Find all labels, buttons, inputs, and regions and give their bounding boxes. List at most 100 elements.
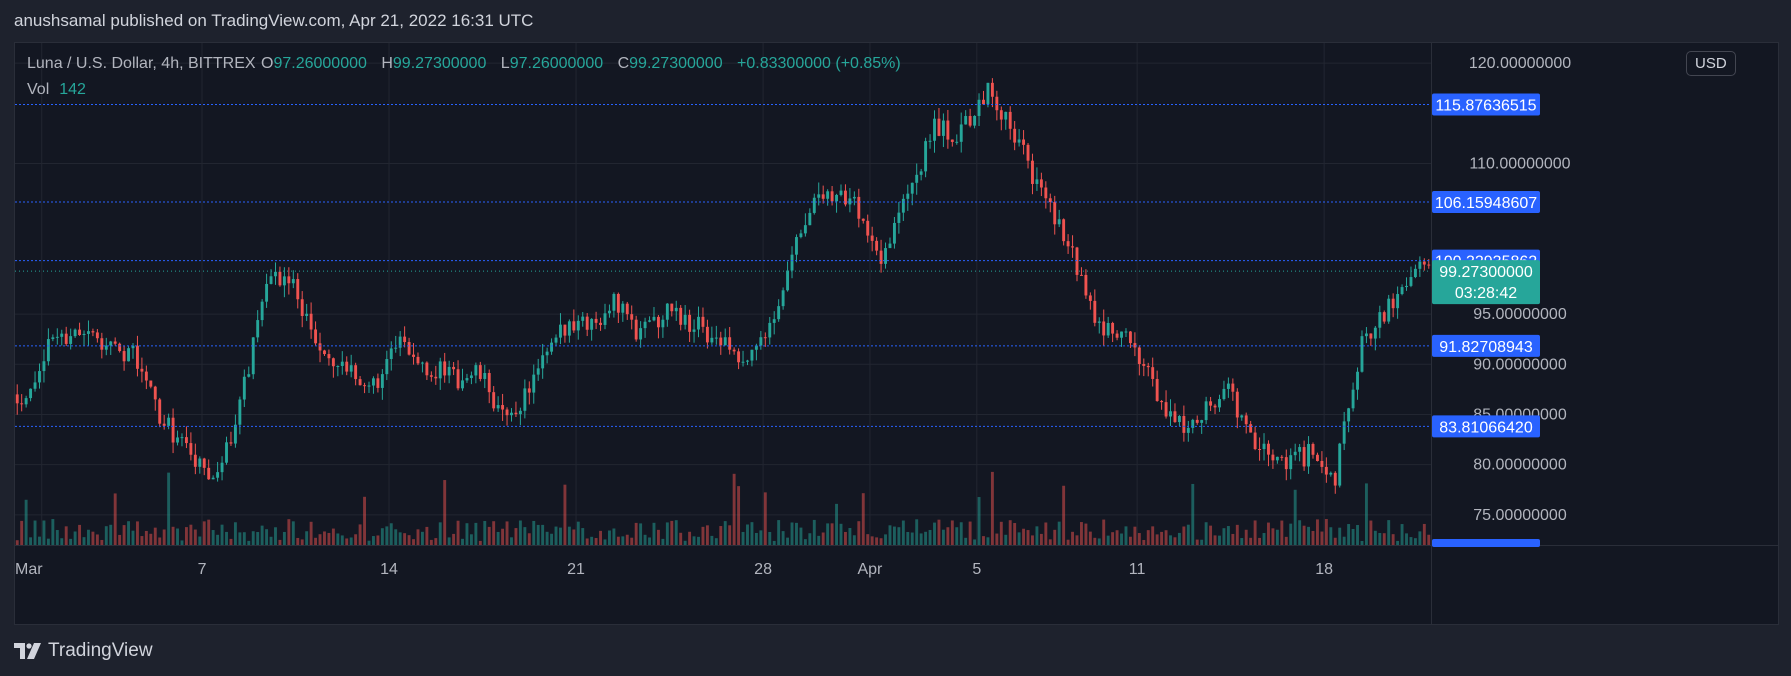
candle-body — [977, 99, 981, 116]
symbol-label[interactable]: Luna / U.S. Dollar, 4h, BITTREX — [27, 55, 256, 72]
candle-body — [398, 336, 402, 348]
volume-bar — [412, 539, 415, 545]
candle-body — [625, 303, 629, 315]
candle-body — [737, 351, 741, 363]
candle-body — [1244, 415, 1248, 425]
volume-bar — [1209, 525, 1213, 545]
volume-bar — [1035, 526, 1039, 545]
candle-body — [1115, 333, 1119, 338]
volume-bar — [795, 522, 798, 545]
volume-bar — [1213, 535, 1217, 545]
candle-body — [514, 412, 518, 415]
volume-bar — [372, 536, 375, 545]
volume-bar — [1387, 520, 1391, 545]
volume-bar — [363, 496, 366, 545]
candle-body — [1106, 322, 1110, 336]
candle-body — [1329, 472, 1333, 475]
volume-bar — [523, 527, 527, 545]
volume-bar — [679, 532, 683, 545]
candle-body — [1427, 264, 1431, 266]
volume-bar — [331, 528, 335, 545]
volume-bar — [398, 532, 402, 545]
volume-bar — [1356, 525, 1359, 545]
price-tick-label: 90.00000000 — [1473, 356, 1567, 373]
candle-body — [968, 116, 972, 126]
volume-bar — [278, 539, 282, 545]
publish-header: anushsamal published on TradingView.com,… — [0, 0, 1791, 42]
volume-bar — [1400, 524, 1404, 545]
candle-body — [372, 378, 375, 386]
candle-body — [906, 193, 910, 199]
volume-label[interactable]: Vol — [27, 81, 50, 98]
candle-body — [1048, 198, 1052, 203]
volume-bar — [131, 530, 135, 545]
candle-body — [1146, 365, 1150, 368]
volume-bar — [1231, 533, 1235, 545]
time-tick-label: 11 — [1129, 561, 1146, 578]
candle-body — [990, 82, 994, 97]
volume-bar — [425, 526, 429, 545]
volume-bar — [581, 528, 585, 545]
volume-bar — [340, 535, 344, 545]
candle-body — [928, 140, 932, 142]
low-value: 97.26000000 — [509, 55, 604, 72]
candle-body — [732, 349, 736, 352]
candle-body — [612, 293, 616, 311]
candle-body — [487, 373, 491, 393]
volume-bar — [781, 531, 785, 545]
volume-bar — [1071, 531, 1074, 545]
candle-body — [340, 361, 344, 366]
candle-body — [1204, 401, 1208, 421]
time-tick-label: 18 — [1315, 561, 1333, 578]
volume-bar — [1396, 540, 1400, 545]
volume-bar — [1008, 520, 1012, 545]
volume-bar — [576, 521, 580, 545]
candle-body — [1298, 447, 1302, 452]
candle-body — [594, 318, 598, 323]
chart-panel[interactable]: 75.00000000 80.00000000 85.00000000 90.0000… — [14, 42, 1779, 625]
candle-body — [15, 394, 19, 404]
candle-body — [559, 324, 562, 338]
volume-bar — [202, 521, 206, 545]
volume-bar — [60, 538, 64, 545]
candle-body — [567, 321, 571, 336]
candle-body — [429, 375, 433, 377]
candle-body — [616, 293, 620, 313]
volume-bar — [1262, 533, 1266, 545]
candle-body — [465, 378, 469, 381]
currency-button[interactable]: USD — [1686, 51, 1736, 76]
time-tick-label: Apr — [857, 561, 883, 578]
volume-bar — [990, 471, 994, 545]
volume-bar — [870, 536, 874, 545]
candle-body — [1071, 246, 1074, 248]
candle-body — [131, 345, 135, 349]
candle-body — [1369, 333, 1373, 339]
volume-bar — [452, 533, 456, 545]
candle-body — [1128, 331, 1132, 344]
volume-bar — [901, 520, 905, 545]
volume-bar — [24, 499, 28, 545]
volume-bar — [1080, 522, 1083, 545]
tradingview-logo[interactable]: TradingView — [14, 640, 153, 662]
candle-body — [144, 371, 148, 381]
volume-bar — [282, 531, 286, 545]
candle-body — [701, 316, 705, 327]
candle-body — [1097, 321, 1101, 323]
candle-body — [238, 399, 242, 425]
candle-body — [888, 243, 892, 249]
chart-canvas[interactable]: 75.0000000080.0000000085.0000000090.0000… — [15, 43, 1778, 624]
candle-body — [830, 191, 834, 202]
low-label: L — [500, 55, 510, 72]
volume-bar — [1088, 531, 1092, 545]
candle-body — [505, 409, 509, 416]
volume-bar — [1342, 536, 1346, 545]
volume-bar — [1418, 531, 1422, 545]
candle-body — [247, 374, 251, 377]
candle-body — [136, 345, 139, 369]
volume-bar — [1191, 483, 1195, 545]
candle-body — [1253, 432, 1257, 450]
volume-bar — [826, 523, 830, 545]
candle-body — [1284, 457, 1288, 470]
volume-bar — [1164, 530, 1168, 545]
candle-body — [1213, 405, 1217, 408]
